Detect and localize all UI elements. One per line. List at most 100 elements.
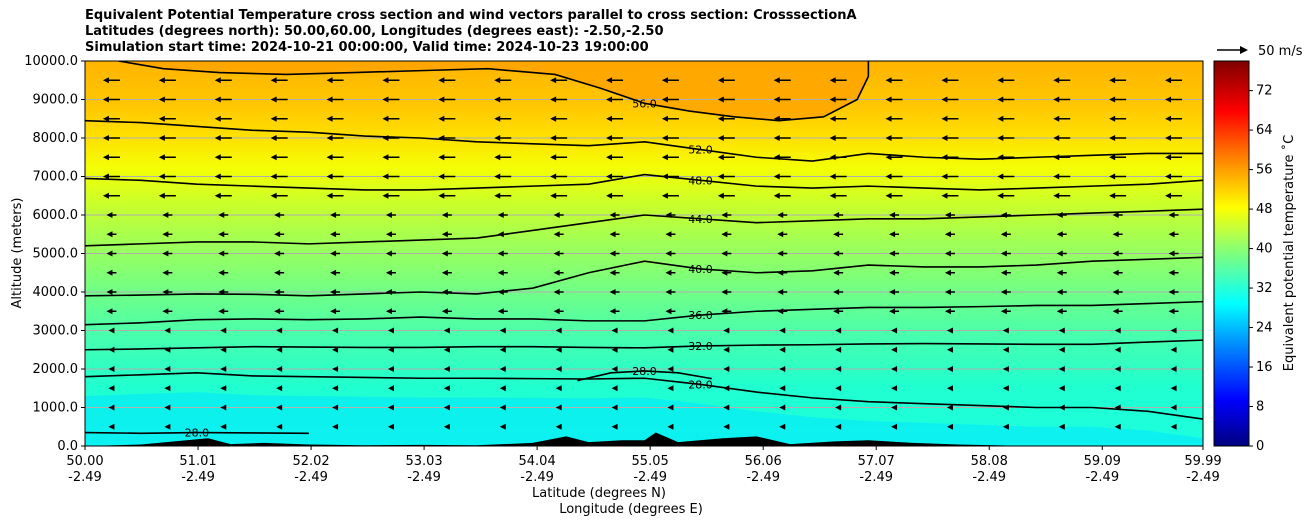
wind-vector-head xyxy=(946,385,953,392)
wind-vector-head xyxy=(1002,366,1009,372)
wind-vector xyxy=(382,77,400,84)
wind-vector xyxy=(946,366,953,372)
wind-vector-head xyxy=(777,250,784,257)
wind-vector-head xyxy=(443,404,450,411)
wind-vector xyxy=(494,173,512,180)
wind-vector-head xyxy=(1002,423,1009,430)
wind-vector xyxy=(550,135,568,141)
wind-vector xyxy=(276,385,283,392)
colorbar-tick-label: 8 xyxy=(1256,400,1264,415)
wind-vector xyxy=(553,250,564,257)
wind-vector xyxy=(1000,308,1011,315)
wind-vector xyxy=(553,289,564,295)
wind-vector xyxy=(1053,135,1071,141)
wind-vector xyxy=(944,250,955,257)
wind-vector-head xyxy=(218,269,225,276)
wind-vector xyxy=(717,96,735,103)
wind-vector xyxy=(162,308,173,315)
wind-vector-head xyxy=(1000,231,1007,238)
wind-vector-head xyxy=(220,385,227,392)
wind-vector-head xyxy=(276,385,283,392)
wind-vector xyxy=(1053,96,1071,103)
wind-vector xyxy=(1165,96,1183,103)
wind-vector-head xyxy=(494,154,501,161)
wind-vector xyxy=(385,212,396,218)
wind-vector xyxy=(218,269,229,276)
x-tick-lon-label: -2.49 xyxy=(407,470,441,485)
wind-vector-head xyxy=(326,173,333,180)
wind-vector-head xyxy=(387,346,394,353)
wind-vector-head xyxy=(385,308,392,315)
wind-vector xyxy=(997,135,1015,141)
wind-vector-head xyxy=(387,385,394,392)
wind-vector-head xyxy=(387,366,394,372)
wind-vector xyxy=(387,404,394,411)
wind-vector-head xyxy=(382,96,389,103)
wind-vector xyxy=(611,327,618,334)
wind-vector xyxy=(499,366,506,372)
wind-vector-head xyxy=(606,173,613,180)
wind-vector xyxy=(330,231,341,238)
wind-vector xyxy=(220,404,227,411)
wind-vector xyxy=(102,115,120,122)
wind-vector xyxy=(443,423,450,430)
x-tick-lon-label: -2.49 xyxy=(68,470,102,485)
y-tick-label: 2000.0 xyxy=(33,362,79,377)
wind-vector xyxy=(1165,154,1183,161)
wind-vector-head xyxy=(102,77,109,84)
wind-vector xyxy=(443,346,450,353)
wind-vector-head xyxy=(108,404,115,411)
wind-vector-head xyxy=(270,135,277,141)
wind-vector xyxy=(158,192,176,199)
wind-vector-head xyxy=(499,385,506,392)
wind-vector-head xyxy=(106,269,113,276)
wind-vector-head xyxy=(773,96,780,103)
contour-label: 36.0 xyxy=(688,309,713,322)
wind-vector-head xyxy=(829,173,836,180)
wind-vector-head xyxy=(891,366,898,372)
wind-vector-head xyxy=(218,212,225,218)
wind-vector xyxy=(276,366,283,372)
wind-vector xyxy=(779,366,786,372)
wind-vector xyxy=(1109,154,1127,161)
wind-vector-head xyxy=(1109,115,1116,122)
wind-vector xyxy=(941,173,959,180)
wind-vector xyxy=(220,423,227,430)
wind-vector xyxy=(1002,385,1009,392)
wind-vector-head xyxy=(274,308,281,315)
wind-vector-head xyxy=(550,135,557,141)
x-tick-lat-label: 54.04 xyxy=(519,454,556,469)
wind-vector xyxy=(214,115,232,122)
wind-vector xyxy=(777,289,788,295)
wind-vector-head xyxy=(1058,366,1065,372)
wind-vector xyxy=(721,289,732,295)
x-tick-lat-label: 59.09 xyxy=(1084,454,1121,469)
wind-vector-head xyxy=(717,173,724,180)
wind-vector xyxy=(667,366,674,372)
wind-vector xyxy=(606,154,624,161)
wind-vector-head xyxy=(214,96,221,103)
contour-label: 56.0 xyxy=(632,97,657,110)
wind-vector-head xyxy=(889,308,896,315)
wind-vector xyxy=(218,250,229,257)
wind-vector xyxy=(164,385,171,392)
wind-vector-head xyxy=(723,346,730,353)
wind-vector xyxy=(1114,366,1121,372)
wind-vector-head xyxy=(889,269,896,276)
warm-region-fill xyxy=(118,61,869,121)
wind-vector-head xyxy=(779,385,786,392)
wind-vector xyxy=(1165,135,1183,141)
wind-vector xyxy=(270,135,288,141)
wind-vector xyxy=(441,269,452,276)
wind-vector xyxy=(102,96,120,103)
wind-vector-head xyxy=(1053,77,1060,84)
wind-vector xyxy=(326,115,344,122)
wind-vector-head xyxy=(555,366,562,372)
terrain xyxy=(85,432,1203,446)
wind-vector xyxy=(889,269,900,276)
wind-vector xyxy=(665,231,676,238)
wind-vector-head xyxy=(721,250,728,257)
wind-vector xyxy=(443,385,450,392)
wind-vector-head xyxy=(665,308,672,315)
wind-vector xyxy=(665,308,676,315)
